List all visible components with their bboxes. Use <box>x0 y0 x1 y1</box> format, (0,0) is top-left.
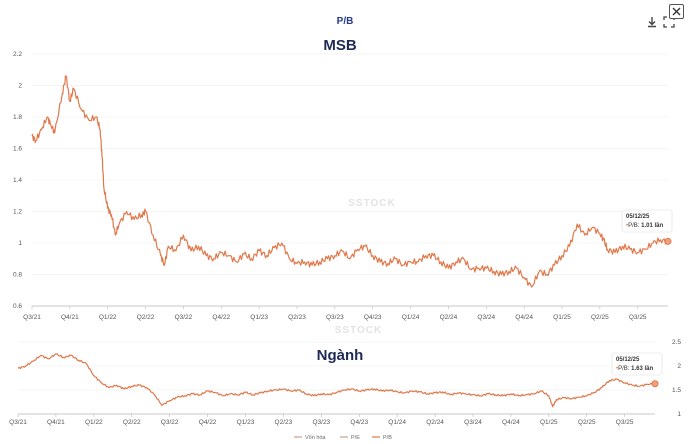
y-tick-label: 1.6 <box>13 146 22 153</box>
y-tick-label: 2.5 <box>672 339 681 346</box>
y-tick-label: 1 <box>677 411 681 418</box>
tooltip-value: •P/B: 1.63 lần <box>616 366 653 372</box>
tooltip-bullet: • <box>626 223 628 229</box>
x-tick-label: Q3/24 <box>464 419 482 426</box>
x-tick-label: Q3/21 <box>9 419 27 426</box>
legend: Vốn hóa P/E P/B <box>294 435 392 441</box>
tooltip-number: 1.01 lần <box>641 223 663 229</box>
x-tick-label: Q4/21 <box>47 419 65 426</box>
page-title: P/B <box>336 16 354 27</box>
watermark: SSTOCK <box>335 325 383 336</box>
x-tick-label: Q1/24 <box>402 314 420 321</box>
y-tick-label: 1.2 <box>13 209 22 216</box>
watermark: SSTOCK <box>348 198 396 209</box>
series-line-pb <box>17 353 656 408</box>
y-tick-label: 2.2 <box>13 51 22 58</box>
x-tick-label: Q2/22 <box>123 419 141 426</box>
legend-item: Vốn hóa <box>305 435 326 441</box>
x-tick-label: Q4/22 <box>212 314 230 321</box>
x-tick-label: Q1/22 <box>99 314 117 321</box>
tooltip-number: 1.63 lần <box>631 366 653 372</box>
x-tick-label: Q4/23 <box>350 419 368 426</box>
chart-1: 1 1.5 2 2.5 Q3/21 Q4/21 Q1/22 Q2/22 Q3/22 Q4/22 Q1… <box>9 325 681 426</box>
x-tick-label: Q1/24 <box>388 419 406 426</box>
last-point-marker <box>664 237 672 245</box>
x-tick-label: Q3/22 <box>161 419 179 426</box>
x-tick-label: Q1/23 <box>237 419 255 426</box>
tooltip-label: P/B: <box>628 223 641 229</box>
y-tick-label: 2 <box>18 83 22 90</box>
x-tick-label: Q1/23 <box>250 314 268 321</box>
chart-title: Ngành <box>317 347 364 364</box>
chart-0: 0.6 0.8 1 1.2 1.4 1.6 1.8 2 2.2 Q3/21 Q4/21 Q1/22 Q2… <box>13 37 673 321</box>
legend-item: P/E <box>351 435 360 441</box>
tooltip-date: 05/12/25 <box>616 357 640 363</box>
chart-title: MSB <box>323 37 357 54</box>
x-tick-label: Q2/23 <box>275 419 293 426</box>
x-tick-label: Q1/22 <box>85 419 103 426</box>
x-tick-label: Q2/22 <box>137 314 155 321</box>
x-tick-label: Q1/25 <box>540 419 558 426</box>
y-tick-label: 1.5 <box>672 387 681 394</box>
x-tick-label: Q3/21 <box>23 314 41 321</box>
y-tick-label: 0.8 <box>13 272 22 279</box>
x-tick-label: Q2/25 <box>591 314 609 321</box>
x-tick-label: Q3/23 <box>312 419 330 426</box>
x-tick-label: Q3/25 <box>616 419 634 426</box>
y-tick-label: 1 <box>18 240 22 247</box>
y-tick-label: 0.6 <box>13 303 22 310</box>
close-button[interactable] <box>669 4 684 19</box>
x-tick-label: Q1/25 <box>553 314 571 321</box>
x-tick-label: Q2/24 <box>440 314 458 321</box>
x-tick-label: Q3/24 <box>477 314 495 321</box>
x-tick-label: Q2/25 <box>578 419 596 426</box>
x-tick-label: Q4/24 <box>502 419 520 426</box>
last-point-marker <box>651 380 659 388</box>
x-tick-label: Q4/21 <box>61 314 79 321</box>
x-tick-label: Q2/23 <box>288 314 306 321</box>
x-tick-label: Q4/22 <box>199 419 217 426</box>
y-tick-label: 2 <box>677 363 681 370</box>
tooltip: 05/12/25 •P/B: 1.63 lần <box>611 352 663 376</box>
x-tick-label: Q4/24 <box>515 314 533 321</box>
y-tick-label: 1.4 <box>13 177 22 184</box>
x-tick-label: Q3/23 <box>326 314 344 321</box>
series-line-pb <box>31 75 669 288</box>
tooltip-date: 05/12/25 <box>626 214 650 220</box>
x-tick-label: Q4/23 <box>364 314 382 321</box>
x-tick-label: Q3/25 <box>629 314 647 321</box>
tooltip-box <box>621 209 673 233</box>
y-tick-label: 1.8 <box>13 114 22 121</box>
tooltip: 05/12/25 •P/B: 1.01 lần <box>621 209 673 233</box>
x-tick-label: Q2/24 <box>426 419 444 426</box>
download-icon[interactable] <box>645 15 659 29</box>
close-icon <box>672 7 681 16</box>
tooltip-label: P/B: <box>618 366 631 372</box>
tooltip-value: •P/B: 1.01 lần <box>626 223 663 229</box>
legend-item: P/B <box>383 435 392 441</box>
tooltip-box <box>611 352 663 376</box>
tooltip-bullet: • <box>616 366 618 372</box>
x-tick-label: Q3/22 <box>175 314 193 321</box>
